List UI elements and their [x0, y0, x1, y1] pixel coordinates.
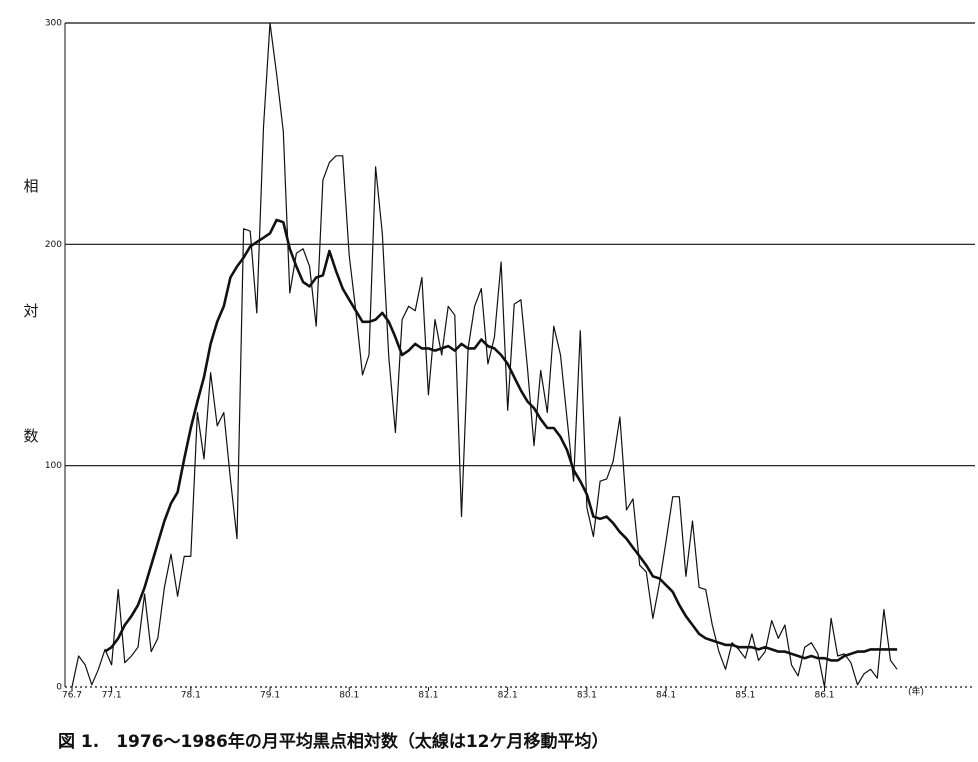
y-tick-label: 300 [45, 19, 62, 29]
x-tick-label: 80.1 [339, 691, 359, 701]
x-tick-label: 86.1 [814, 691, 834, 701]
series-line [104, 218, 898, 662]
y-axis-label: 相対数 [22, 178, 40, 553]
x-tick-label: 77.1 [102, 691, 122, 701]
y-tick-label: 100 [45, 461, 62, 471]
series-line [71, 22, 898, 688]
x-tick-label: 78.1 [181, 691, 201, 701]
y-tick-label: 200 [45, 240, 62, 250]
x-tick-label: 84.1 [656, 691, 676, 701]
x-tick-label: 83.1 [577, 691, 597, 701]
y-tick-label: 0 [56, 683, 62, 693]
x-tick-label: 81.1 [418, 691, 438, 701]
x-tick-label: 79.1 [260, 691, 280, 701]
x-tick-label: 85.1 [735, 691, 755, 701]
chart-title: 図 1. 1976〜1986年の月平均黒点相対数（太線は12ケ月移動平均） [58, 731, 609, 752]
x-tick-label: 76.7 [62, 691, 82, 701]
x-unit: (年) [908, 686, 924, 698]
x-tick-label: 82.1 [498, 691, 518, 701]
